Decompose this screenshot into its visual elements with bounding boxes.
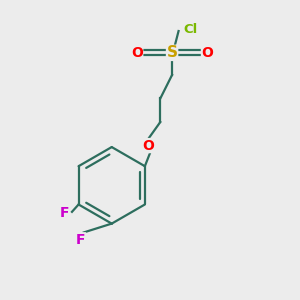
Text: O: O: [202, 46, 213, 60]
Text: O: O: [131, 46, 143, 60]
Text: O: O: [142, 139, 154, 153]
Text: F: F: [76, 233, 86, 247]
Text: S: S: [167, 45, 178, 60]
Text: Cl: Cl: [184, 23, 198, 36]
Text: F: F: [60, 206, 69, 220]
